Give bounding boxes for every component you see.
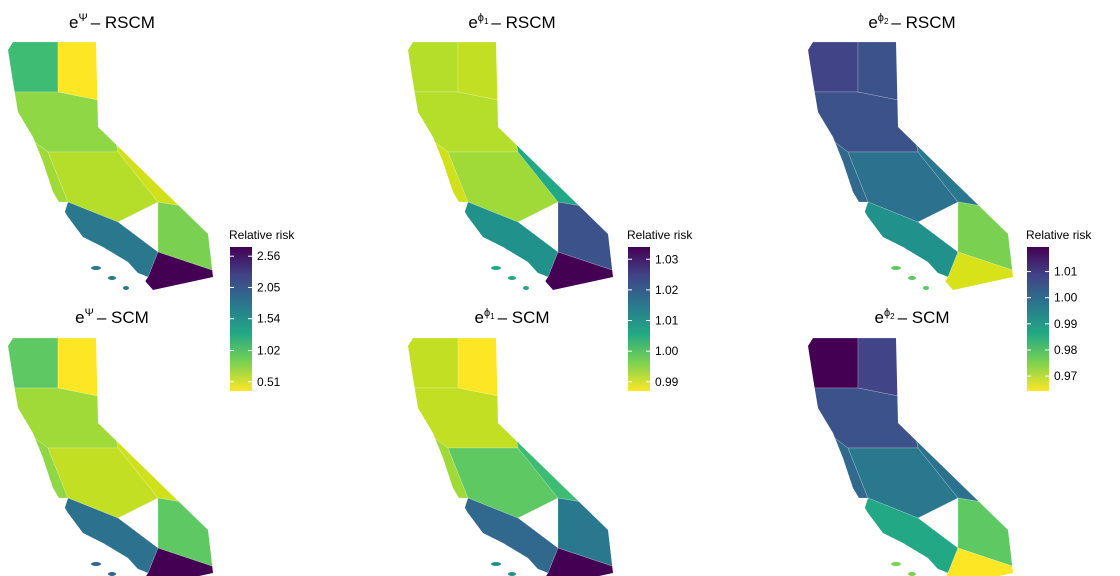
colorbar [1027, 247, 1049, 391]
tick-label: 1.02 [257, 344, 281, 358]
colorbar [628, 247, 650, 391]
tick-label: 1.03 [655, 252, 679, 266]
figure: eΨ– RSCM eϕ1– RSCM eϕ2– RSCM eΨ– SCM eϕ1… [0, 0, 1120, 576]
map [408, 42, 618, 292]
tick-label: 0.51 [257, 375, 281, 389]
tick-label: 1.00 [655, 344, 679, 358]
tick-label: 0.99 [1054, 317, 1078, 331]
tick-label: 1.02 [655, 283, 679, 297]
legend-title: Relative risk [1026, 228, 1092, 242]
panel-title: eΨ– RSCM [69, 12, 155, 32]
tick-label: 2.05 [257, 280, 281, 294]
tick-label: 0.99 [655, 375, 679, 389]
tick-label: 1.00 [1054, 291, 1078, 305]
panel-title: eϕ1– RSCM [468, 12, 555, 32]
legend-title: Relative risk [627, 228, 693, 242]
tick-label: 1.01 [1054, 265, 1078, 279]
map [8, 42, 218, 292]
map [808, 42, 1018, 292]
tick-label: 1.01 [655, 314, 679, 328]
map [8, 338, 218, 576]
tick-label: 0.97 [1054, 369, 1078, 383]
map [808, 338, 1018, 576]
panel-title: eϕ1– SCM [474, 307, 549, 327]
tick-label: 2.56 [257, 249, 281, 263]
panel-title: eϕ2– RSCM [868, 12, 955, 32]
panel-title: eΨ– SCM [75, 307, 149, 327]
legend-title: Relative risk [229, 228, 295, 242]
tick-label: 0.98 [1054, 343, 1078, 357]
panel-title: eϕ2– SCM [874, 307, 949, 327]
tick-label: 1.54 [257, 312, 281, 326]
map [408, 338, 618, 576]
